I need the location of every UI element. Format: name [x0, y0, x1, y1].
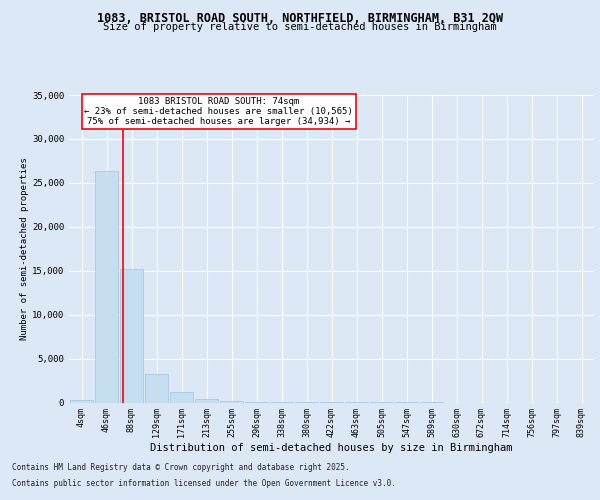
Bar — [195, 398, 218, 402]
Text: Contains HM Land Registry data © Crown copyright and database right 2025.: Contains HM Land Registry data © Crown c… — [12, 464, 350, 472]
Bar — [120, 269, 143, 402]
X-axis label: Distribution of semi-detached houses by size in Birmingham: Distribution of semi-detached houses by … — [150, 443, 513, 453]
Text: 1083 BRISTOL ROAD SOUTH: 74sqm
← 23% of semi-detached houses are smaller (10,565: 1083 BRISTOL ROAD SOUTH: 74sqm ← 23% of … — [84, 96, 353, 126]
Text: Size of property relative to semi-detached houses in Birmingham: Size of property relative to semi-detach… — [103, 22, 497, 32]
Bar — [70, 400, 93, 402]
Bar — [170, 392, 193, 402]
Text: 1083, BRISTOL ROAD SOUTH, NORTHFIELD, BIRMINGHAM, B31 2QW: 1083, BRISTOL ROAD SOUTH, NORTHFIELD, BI… — [97, 12, 503, 26]
Text: Contains public sector information licensed under the Open Government Licence v3: Contains public sector information licen… — [12, 478, 396, 488]
Bar — [95, 172, 118, 402]
Bar — [220, 400, 243, 402]
Bar — [145, 374, 168, 402]
Y-axis label: Number of semi-detached properties: Number of semi-detached properties — [20, 158, 29, 340]
